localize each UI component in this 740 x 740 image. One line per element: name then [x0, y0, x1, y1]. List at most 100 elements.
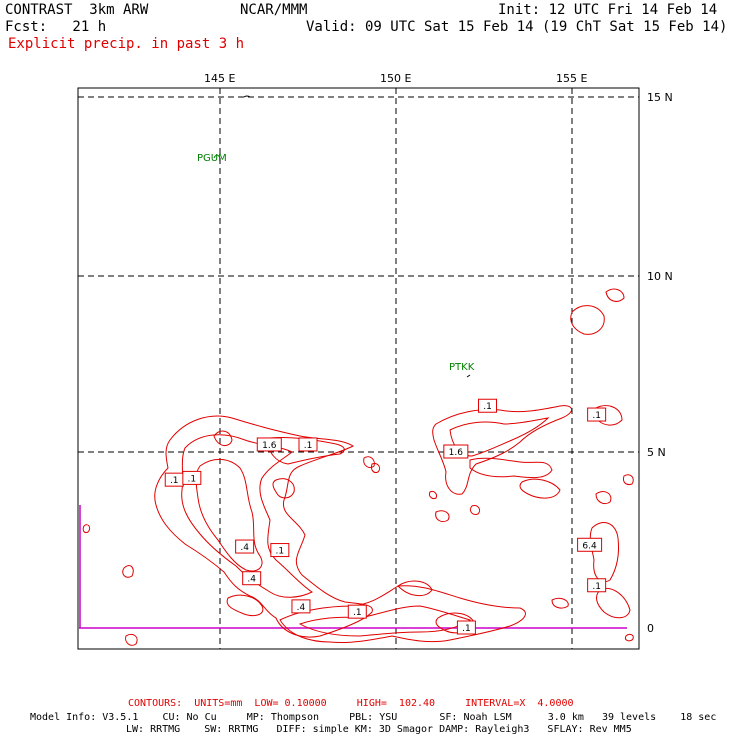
contour-east-tail — [469, 457, 553, 479]
contour-label-text: .1 — [170, 476, 179, 486]
contour-label: .1 — [298, 437, 318, 452]
contour-label: .1 — [182, 470, 202, 485]
contour-label-text: 1.6 — [262, 441, 277, 451]
contour-west-inner2 — [195, 459, 263, 572]
lat-lon-grid — [78, 88, 639, 649]
model-info-line1: Model Info: V3.5.1 CU: No Cu MP: Thompso… — [30, 712, 717, 723]
contour-legend: CONTOURS: UNITS=mm LOW= 0.10000 HIGH= 10… — [128, 698, 574, 709]
station-ptkk-marker — [466, 374, 471, 378]
contour-label-text: .4 — [247, 575, 256, 585]
lat-label-5n: 5 N — [647, 446, 666, 459]
contour-west-cell1 — [272, 478, 295, 499]
contour-label-box — [291, 599, 311, 614]
contour-label-text: .1 — [276, 547, 285, 557]
center-title: NCAR/MMM — [240, 2, 308, 18]
contour-label: .4 — [242, 571, 262, 586]
contour-west-cell5 — [213, 430, 233, 446]
contour-label-box — [347, 604, 367, 619]
station-pgum: PGUM — [197, 153, 227, 164]
contour-label: .1 — [587, 407, 607, 422]
contour-label-box — [182, 470, 202, 485]
small-island-marker — [243, 95, 251, 98]
lon-label-155: 155 E — [556, 72, 587, 85]
valid-time: Valid: 09 UTC Sat 15 Feb 14 (19 ChT Sat … — [306, 19, 728, 35]
contour-label: 1.6 — [443, 444, 469, 459]
contour-label-box — [478, 398, 498, 413]
contour-label-box — [577, 537, 603, 552]
station-ptkk: PTKK — [449, 362, 475, 373]
contour-label: .1 — [456, 620, 476, 635]
contour-west-inner1 — [181, 434, 313, 598]
contour-label-text: .1 — [353, 608, 362, 618]
contour-south-cell2 — [397, 580, 433, 596]
station-pgum-marker — [213, 154, 221, 159]
contour-label: 6.4 — [577, 537, 603, 552]
contour-label-text: .1 — [462, 624, 471, 634]
contour-label-text: .1 — [592, 411, 601, 421]
contour-label: .1 — [587, 578, 607, 593]
lon-label-145: 145 E — [204, 72, 235, 85]
precip-contours — [82, 288, 634, 646]
contour-south-band — [279, 585, 526, 643]
init-time: Init: 12 UTC Fri 14 Feb 14 — [498, 2, 718, 18]
contour-south-cell3 — [551, 597, 569, 609]
contour-fareast-cell8 — [625, 633, 634, 642]
contour-west-outer — [154, 415, 373, 638]
contour-label-text: .1 — [188, 474, 197, 484]
lat-label-0: 0 — [647, 622, 654, 635]
contour-label: .1 — [164, 472, 184, 487]
lat-label-15n: 15 N — [647, 91, 673, 104]
equator-boundary-line — [79, 505, 627, 629]
contour-label: .1 — [270, 543, 290, 558]
contour-label: 1.6 — [256, 437, 282, 452]
contour-label-box — [270, 543, 290, 558]
contour-west-cell2 — [226, 594, 264, 617]
contour-west-cell3 — [363, 456, 375, 469]
contour-west-cell4 — [371, 463, 381, 473]
contour-value-labels: 1.6 .1 .1 .1 .4 .1 .4 .4 .1 .1 1.6 .1 6.4 .1 .1 — [164, 398, 607, 635]
contour-east-outer — [432, 405, 572, 495]
model-info-line2: LW: RRTMG SW: RRTMG DIFF: simple KM: 3D … — [126, 724, 632, 735]
contour-label-text: .1 — [592, 582, 601, 592]
contour-label-text: 1.6 — [449, 448, 464, 458]
contour-scatter-3 — [82, 524, 91, 533]
contour-label-box — [235, 539, 255, 554]
map-frame — [77, 87, 640, 650]
contour-fareast-cell5 — [596, 588, 631, 619]
contour-label-text: 6.4 — [582, 541, 597, 551]
contour-label-box — [242, 571, 262, 586]
contour-fareast-cell4 — [589, 522, 619, 583]
contour-label-box — [587, 407, 607, 422]
lon-label-150: 150 E — [380, 72, 411, 85]
contour-scatter-2 — [125, 633, 138, 646]
contour-east-cell3 — [429, 491, 437, 499]
contour-fareast-cell7 — [623, 474, 634, 485]
contour-scatter-1 — [122, 565, 134, 578]
contour-label-box — [587, 578, 607, 593]
lat-label-10n: 10 N — [647, 270, 673, 283]
contour-label-text: .4 — [240, 543, 249, 553]
contour-east-cell2 — [435, 510, 450, 523]
contour-label-box — [443, 444, 469, 459]
contour-label: .4 — [291, 599, 311, 614]
contour-label-text: .4 — [297, 603, 306, 613]
field-title: Explicit precip. in past 3 h — [8, 36, 245, 52]
contour-south-inner — [298, 605, 472, 637]
contour-label-box — [256, 437, 282, 452]
contour-label: .4 — [235, 539, 255, 554]
contour-fareast-cell6 — [595, 491, 612, 505]
contour-fareast-cell2 — [605, 288, 625, 302]
contour-east-cell1 — [519, 478, 561, 499]
contour-fareast-cell3 — [595, 405, 623, 426]
contour-label-text: .1 — [304, 441, 313, 451]
contour-label: .1 — [478, 398, 498, 413]
contour-label: .1 — [347, 604, 367, 619]
contour-east-cell4 — [469, 505, 481, 515]
forecast-hour: Fcst: 21 h — [5, 19, 107, 35]
contour-label-box — [298, 437, 318, 452]
contour-label-box — [456, 620, 476, 635]
contour-east-inner — [449, 417, 550, 457]
contour-label-text: .1 — [483, 402, 492, 412]
model-title: CONTRAST 3km ARW — [5, 2, 149, 18]
